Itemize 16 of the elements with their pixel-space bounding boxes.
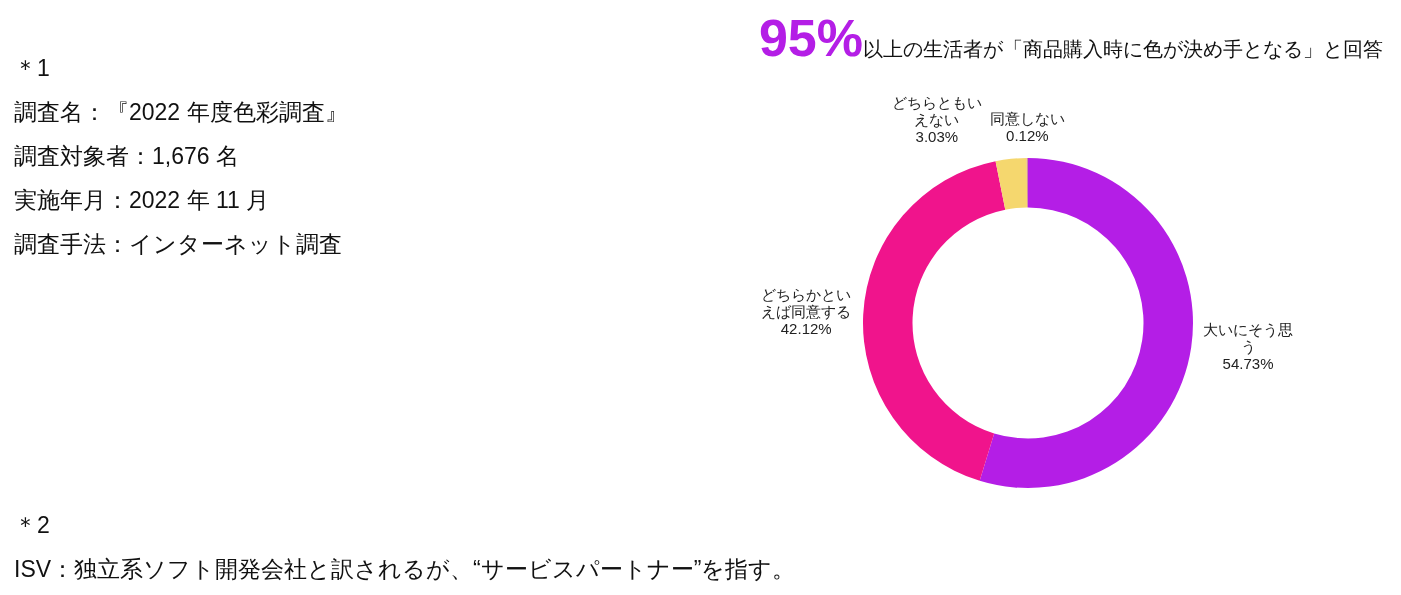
chart-title: 95%以上の生活者が「商品購入時に色が決め手となる」と回答 [758, 9, 1383, 67]
text: 調査名：『2022 年度色彩調査』 [14, 98, 348, 127]
slice-label: どちらかといえば同意する [761, 286, 852, 321]
text: 実施年月：2022 年 11 月 [14, 186, 271, 215]
text: 調査対象者：1,676 名 [14, 142, 240, 171]
text: 調査手法：インターネット調査 [14, 230, 343, 259]
text: ＊2 [14, 511, 51, 540]
slice-label: 大いにそう思う [1203, 321, 1294, 356]
data-label: 0.12% [1006, 126, 1049, 144]
data-label: 54.73% [1222, 355, 1274, 373]
data-label: 3.03% [915, 127, 959, 145]
data-label: 42.12% [780, 320, 832, 338]
text: ISV：独立系ソフト開発会社と訳されるが、“サービスパートナー”を指す。 [14, 555, 796, 584]
slice-label: 同意しない [989, 109, 1065, 127]
slice-label: どちらともいえない [891, 93, 982, 128]
text: ＊1 [14, 54, 51, 83]
